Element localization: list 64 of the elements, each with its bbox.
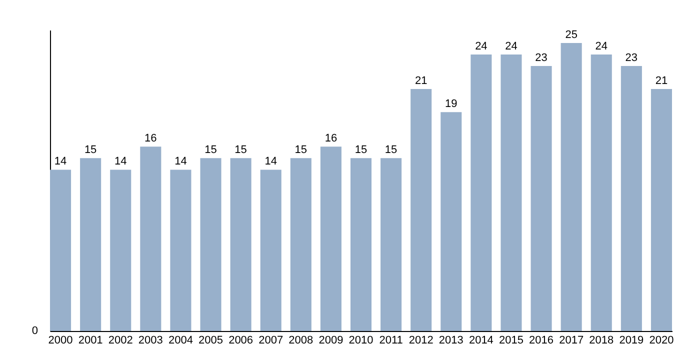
bar xyxy=(320,146,342,331)
bar xyxy=(470,54,492,331)
data-label: 25 xyxy=(565,28,578,41)
x-tick-label: 2019 xyxy=(619,334,644,346)
bar xyxy=(410,89,432,331)
x-tick-label: 2015 xyxy=(499,334,524,346)
x-tick-label: 2003 xyxy=(138,334,163,346)
bar xyxy=(50,170,72,331)
bar xyxy=(530,66,552,331)
data-label: 24 xyxy=(505,40,518,52)
x-tick-label: 2018 xyxy=(589,334,614,346)
data-label: 15 xyxy=(354,144,368,156)
x-tick-label: 2002 xyxy=(108,334,133,346)
data-label: 24 xyxy=(475,40,488,52)
data-label: 21 xyxy=(655,75,668,88)
bar xyxy=(110,170,132,331)
data-label: 15 xyxy=(234,144,247,156)
x-tick-label: 2001 xyxy=(78,334,103,346)
data-label: 14 xyxy=(264,156,277,168)
x-tick-label: 2005 xyxy=(198,334,223,346)
bar xyxy=(590,54,612,331)
data-label: 23 xyxy=(535,52,548,64)
data-label: 14 xyxy=(114,156,127,168)
x-tick-label: 2006 xyxy=(228,334,254,346)
bar xyxy=(80,158,102,331)
bar xyxy=(650,89,672,331)
text: 0 xyxy=(32,325,38,337)
x-tick-label: 2013 xyxy=(438,334,464,346)
x-tick-label: 2004 xyxy=(168,334,193,346)
bar xyxy=(560,42,582,331)
x-tick-label: 2007 xyxy=(258,334,284,346)
data-label: 23 xyxy=(625,52,638,64)
data-label: 14 xyxy=(174,156,187,168)
bar xyxy=(500,54,522,331)
data-label: 15 xyxy=(294,144,308,156)
x-tick-label: 2012 xyxy=(408,334,434,346)
data-label: 14 xyxy=(54,156,67,168)
x-tick-label: 2011 xyxy=(379,334,403,346)
data-label: 16 xyxy=(324,132,338,145)
bar xyxy=(170,170,192,331)
data-label: 21 xyxy=(414,75,428,88)
x-tick-label: 2017 xyxy=(559,334,584,346)
bar xyxy=(440,112,462,331)
data-label: 15 xyxy=(384,144,398,156)
bar xyxy=(140,146,162,331)
bar xyxy=(260,170,282,331)
x-tick-label: 2009 xyxy=(318,334,344,346)
data-label: 15 xyxy=(84,144,97,156)
bar xyxy=(380,158,402,331)
bar xyxy=(200,158,222,331)
x-tick-label: 2000 xyxy=(48,334,73,346)
data-label: 16 xyxy=(144,132,157,145)
data-label: 19 xyxy=(445,98,458,110)
bar xyxy=(350,158,372,331)
x-tick-label: 2014 xyxy=(468,334,494,346)
x-tick-label: 2010 xyxy=(348,334,374,346)
data-label: 24 xyxy=(595,40,608,52)
x-tick-label: 2008 xyxy=(288,334,314,346)
data-label: 15 xyxy=(204,144,217,156)
bar xyxy=(290,158,312,331)
bar xyxy=(620,66,642,331)
x-tick-label: 2020 xyxy=(649,334,674,346)
bar xyxy=(230,158,252,331)
x-tick-label: 2016 xyxy=(529,334,554,346)
